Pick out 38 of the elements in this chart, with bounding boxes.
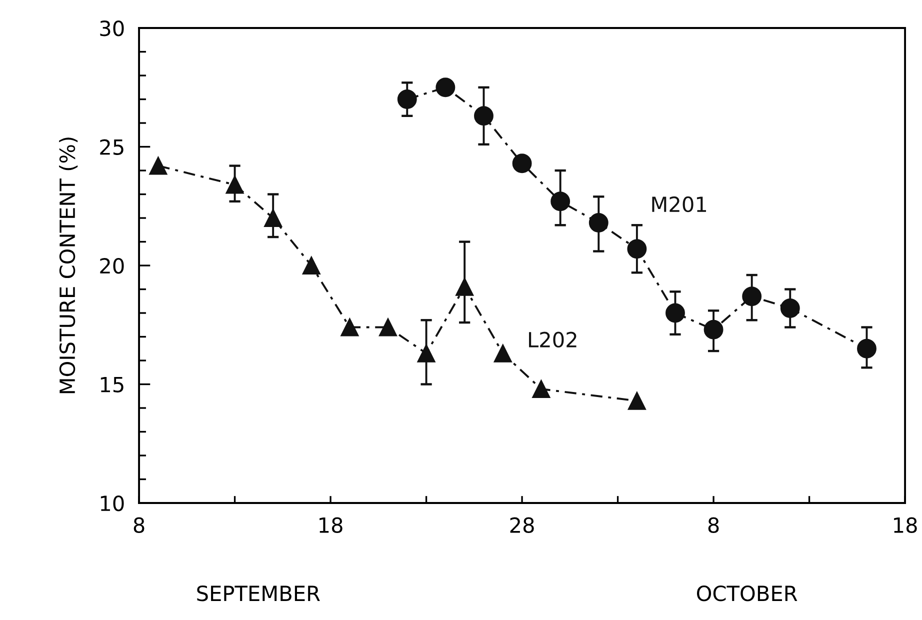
text: SEPTEMBER <box>197 585 320 602</box>
point <box>666 303 685 323</box>
point <box>397 90 417 109</box>
point <box>436 78 456 98</box>
point <box>302 256 320 275</box>
point <box>226 176 244 194</box>
series-label: L202 <box>529 332 576 348</box>
series-label: M201 <box>652 196 706 212</box>
x-tick-label: 18 <box>894 517 917 534</box>
point <box>149 156 168 175</box>
point <box>417 344 436 362</box>
y-tick-label: 30 <box>100 20 124 36</box>
y-tick-label: 25 <box>100 139 124 155</box>
point <box>780 298 800 318</box>
y-axis-title: MOISTURE CONTENT (%) <box>59 138 78 394</box>
point <box>532 380 550 398</box>
point <box>742 286 762 306</box>
point <box>628 392 646 410</box>
point <box>857 338 876 358</box>
point <box>627 239 647 259</box>
point <box>340 318 359 336</box>
point <box>494 344 512 362</box>
x-tick-label: 8 <box>134 517 144 534</box>
y-tick-label: 10 <box>100 495 124 512</box>
point <box>474 106 494 126</box>
x-tick-label: 28 <box>510 517 534 534</box>
point <box>378 318 398 336</box>
point <box>704 320 724 340</box>
point <box>456 278 474 296</box>
point <box>264 208 282 228</box>
point <box>512 154 532 174</box>
y-tick-label: 20 <box>100 258 124 274</box>
x-tick-label: 8 <box>708 517 719 534</box>
y-tick-label: 15 <box>100 376 124 392</box>
x-tick-label: 18 <box>320 517 342 534</box>
text: OCTOBER <box>696 585 798 602</box>
point <box>588 213 608 232</box>
point <box>550 192 570 212</box>
